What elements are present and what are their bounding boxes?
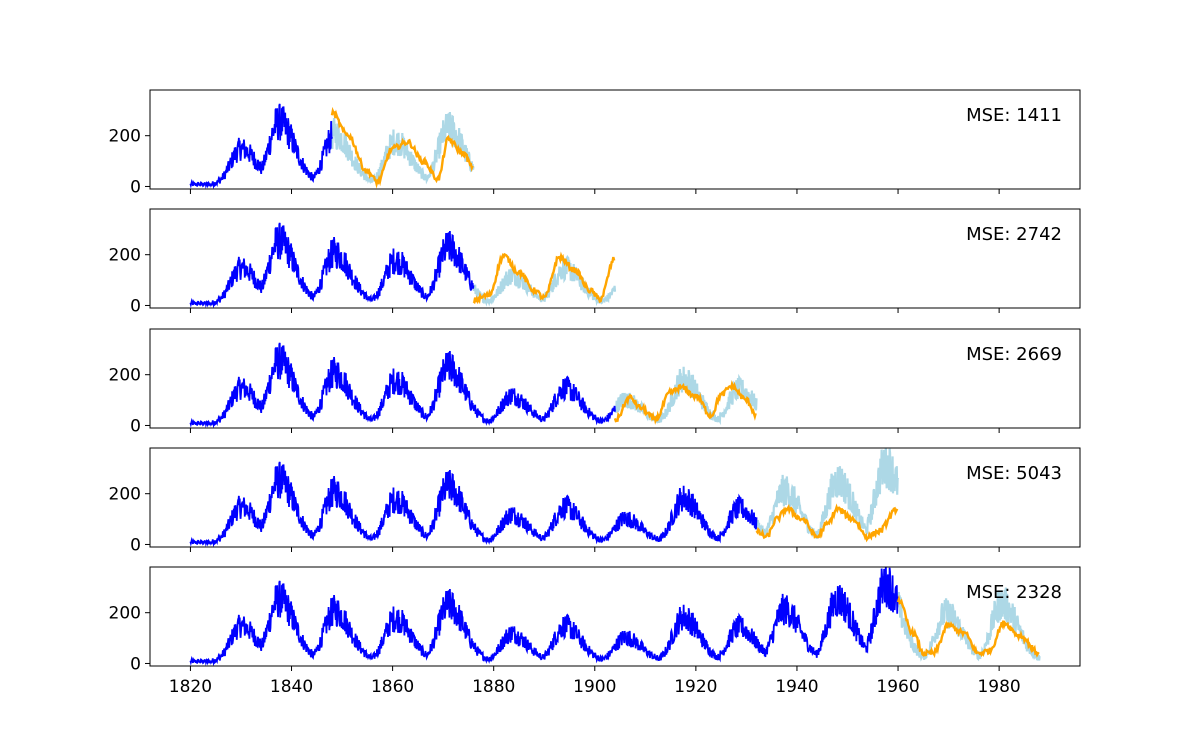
subplot-1: 0 200 MSE: 1411 <box>109 89 1081 197</box>
forecast-series-line <box>330 106 474 189</box>
x-tick-label: 1920 <box>674 677 717 697</box>
axes-frame <box>149 447 1081 548</box>
x-tick-label: 1820 <box>169 677 212 697</box>
x-tick-label: 1880 <box>472 677 515 697</box>
axes-frame <box>149 208 1081 309</box>
x-tick-label: 1940 <box>775 677 818 697</box>
mse-label: MSE: 2328 <box>966 582 1062 603</box>
y-tick-label: 200 <box>109 127 141 147</box>
y-tick-label: 200 <box>109 246 141 266</box>
actual-series-line <box>755 448 900 539</box>
plot-area <box>189 103 475 189</box>
y-tick-label: 0 <box>130 296 141 316</box>
forecast-series-line <box>472 251 616 305</box>
y-tick-label: 0 <box>130 416 141 436</box>
subplot-3: 0 200 MSE: 2669 <box>109 328 1081 436</box>
history-series-line <box>189 567 899 666</box>
axes-frame <box>149 89 1081 190</box>
y-tick-label: 0 <box>130 535 141 555</box>
y-tick-label: 200 <box>109 604 141 624</box>
axes-frame <box>149 566 1081 667</box>
x-tick-label: 1860 <box>371 677 414 697</box>
mse-label: MSE: 5043 <box>966 463 1062 484</box>
mse-label: MSE: 2742 <box>966 224 1062 245</box>
subplot-5: 0 200 1820 1840 1860 1880 1900 1920 1940 1960 1980… <box>109 566 1081 697</box>
history-series-line <box>189 103 333 189</box>
x-tick-label: 1960 <box>876 677 919 697</box>
plot-area <box>189 222 617 308</box>
x-tick-label: 1840 <box>270 677 313 697</box>
plot-area <box>189 448 900 547</box>
actual-series-line <box>472 254 617 307</box>
mse-label: MSE: 2669 <box>966 344 1062 365</box>
plot-area <box>189 567 1041 666</box>
x-tick-label: 1980 <box>977 677 1020 697</box>
y-tick-label: 200 <box>109 366 141 386</box>
forecast-series-line <box>613 379 757 425</box>
y-tick-label: 0 <box>130 654 141 674</box>
forecast-series-line <box>896 594 1040 659</box>
y-tick-label: 0 <box>130 177 141 197</box>
history-series-line <box>189 461 758 547</box>
subplot-2: 0 200 MSE: 2742 <box>109 208 1081 316</box>
history-series-line <box>189 342 616 428</box>
subplot-4: 0 200 MSE: 5043 <box>109 447 1081 555</box>
y-tick-label: 200 <box>109 485 141 505</box>
forecast-series-line <box>755 503 899 543</box>
plot-area <box>189 342 758 428</box>
history-series-line <box>189 222 475 308</box>
mse-label: MSE: 1411 <box>966 105 1062 126</box>
x-tick-label: 1900 <box>573 677 616 697</box>
axes-frame <box>149 328 1081 429</box>
